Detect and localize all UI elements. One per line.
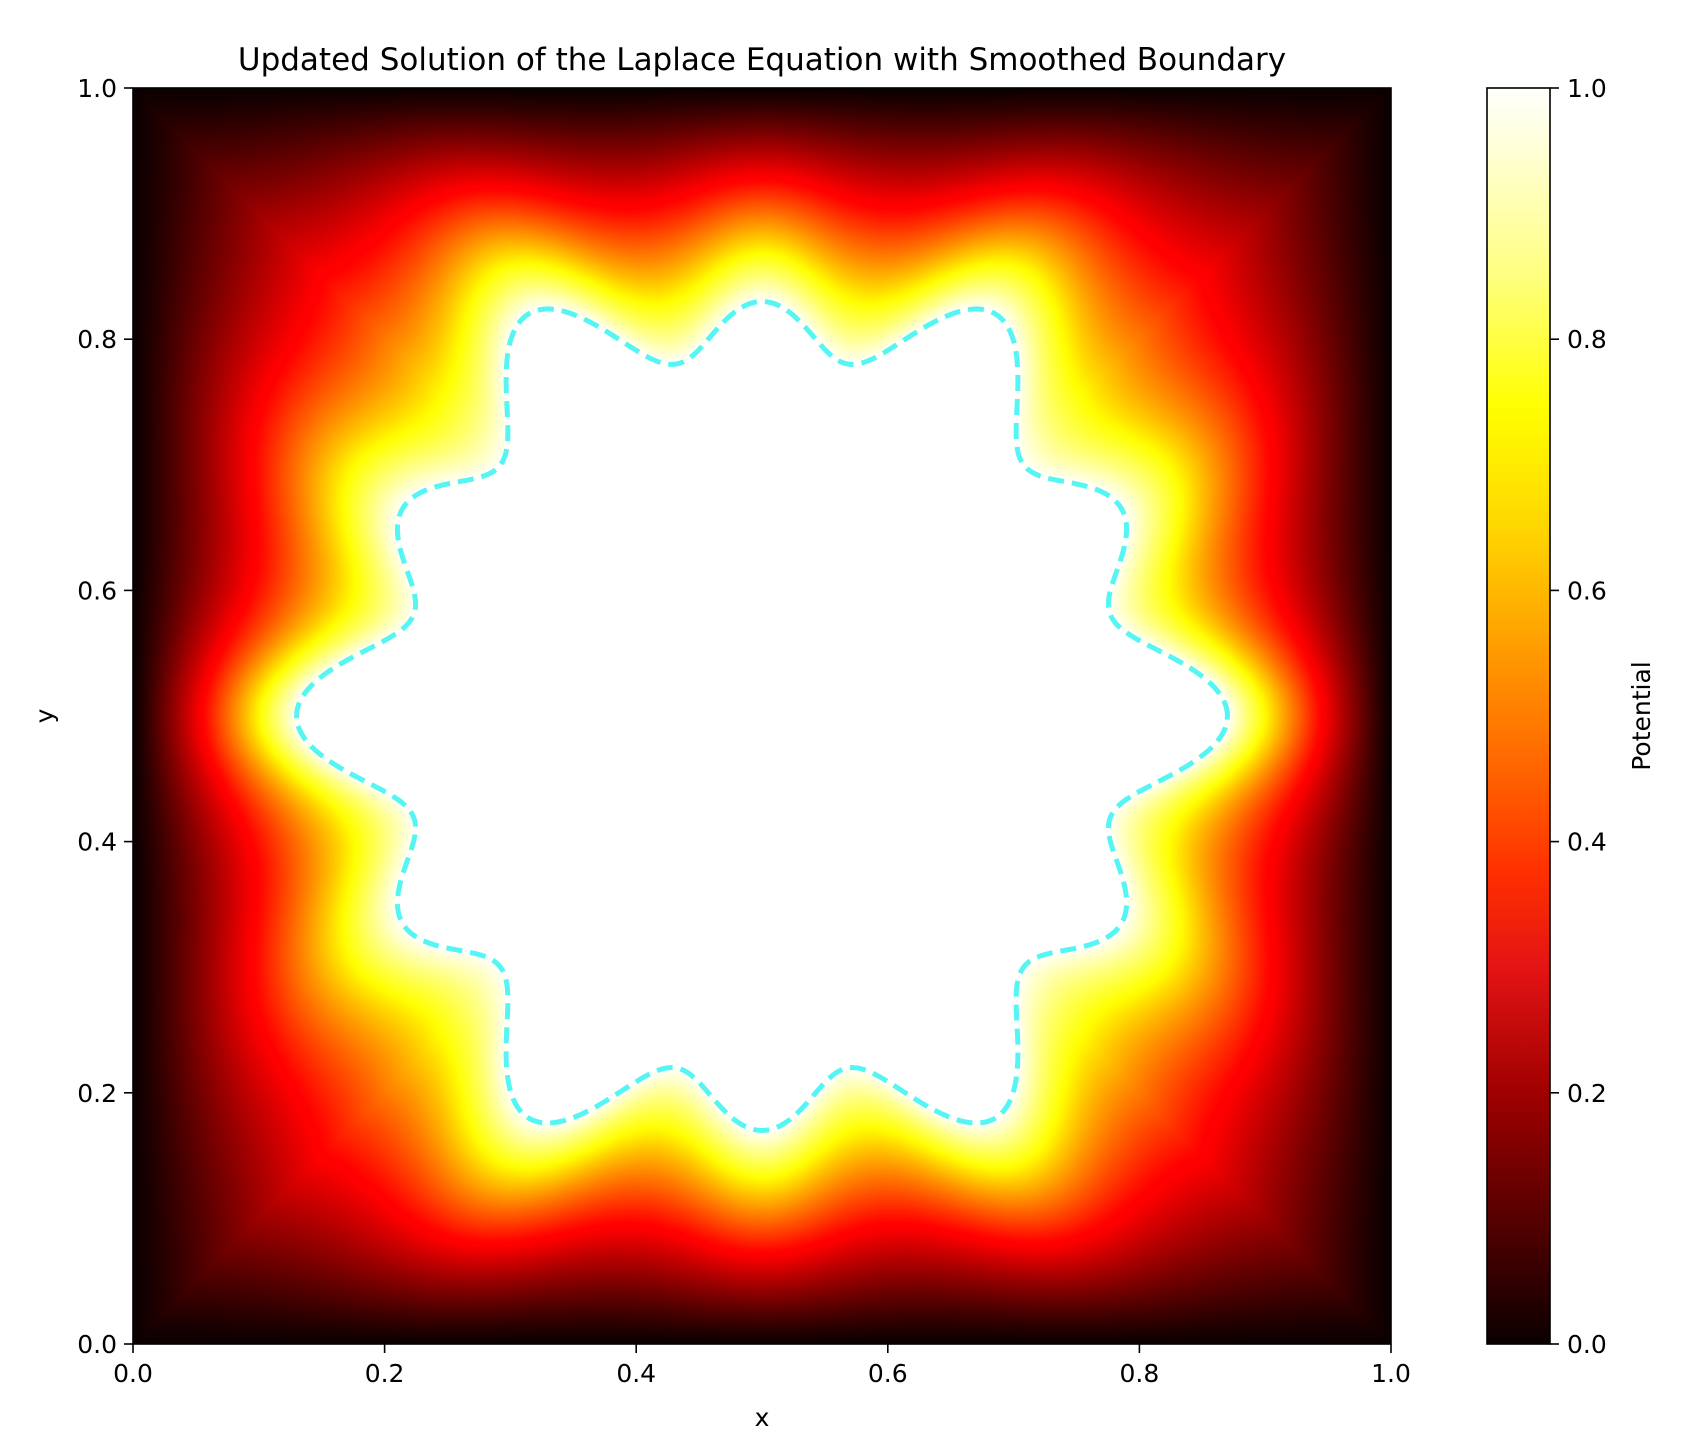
x-axis-label: x [755,1403,770,1432]
x-tick-label: 0.8 [1120,1359,1160,1388]
y-tick-label: 0.4 [77,828,117,857]
x-tick-label: 0.6 [868,1359,908,1388]
x-tick-label: 0.2 [365,1359,405,1388]
colorbar-tick-label: 0.0 [1567,1330,1607,1359]
y-axis-label: y [30,708,59,723]
x-tick-label: 1.0 [1371,1359,1411,1388]
y-tick-label: 0.6 [77,576,117,605]
chart-title: Updated Solution of the Laplace Equation… [238,42,1286,78]
plot-area [133,88,1391,1344]
colorbar-ticks: 0.0 0.2 0.4 0.6 0.8 1.0 [1550,74,1607,1359]
y-tick-label: 0.2 [77,1079,117,1108]
colorbar-gradient [1486,87,1551,1345]
colorbar-tick-label: 0.4 [1567,828,1607,857]
colorbar-tick-label: 1.0 [1567,74,1607,103]
x-tick-label: 0.0 [113,1359,153,1388]
heatmap-image [133,88,1391,1344]
axes-frame [132,87,1392,1345]
x-axis-ticks: 0.0 0.2 0.4 0.6 0.8 1.0 [113,1344,1411,1388]
boundary-contour [294,299,1230,1133]
colorbar-tick-label: 0.2 [1567,1079,1607,1108]
y-tick-label: 1.0 [77,74,117,103]
y-axis-ticks: 0.0 0.2 0.4 0.6 0.8 1.0 [77,74,133,1359]
x-tick-label: 0.4 [616,1359,656,1388]
colorbar-tick-label: 0.8 [1567,325,1607,354]
y-tick-label: 0.0 [77,1330,117,1359]
colorbar: 0.0 0.2 0.4 0.6 0.8 1.0 Potential [1486,74,1656,1359]
y-tick-label: 0.8 [77,325,117,354]
colorbar-label: Potential [1627,661,1656,771]
colorbar-tick-label: 0.6 [1567,576,1607,605]
